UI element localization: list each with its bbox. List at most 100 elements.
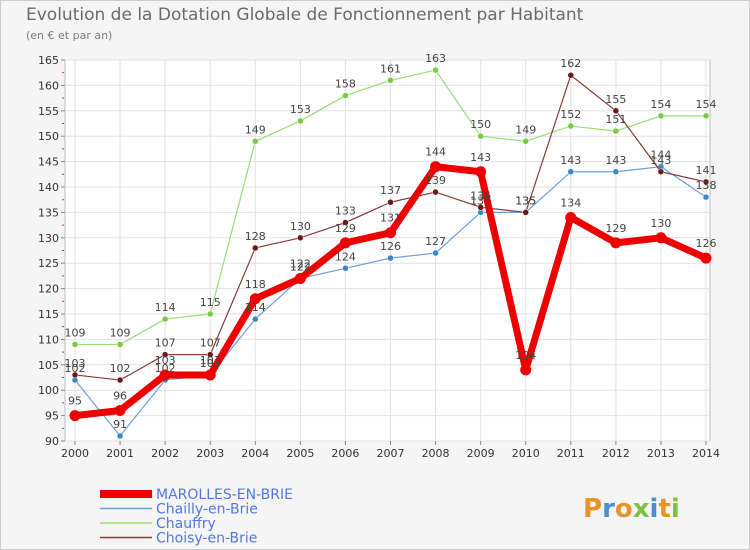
data-label-choisy-en-brie: 133 [335,205,356,218]
data-label-chauffry: 153 [290,103,311,116]
logo-letter: t [658,494,670,524]
data-label-chailly-en-brie: 143 [560,154,581,167]
data-point-chauffry [297,117,304,125]
y-tick-label: 145 [38,156,59,169]
data-point-choisy-en-brie [522,209,529,216]
data-label-marolles-en-brie: 134 [560,196,581,209]
data-point-marolles-en-brie [114,405,126,417]
data-point-marolles-en-brie [339,237,351,249]
data-label-chailly-en-brie: 135 [470,194,491,207]
data-label-chailly-en-brie: 114 [245,301,266,314]
y-axis-ticks: 90 95 100 105 110 115 120 125 130 135 140 145 150 155… [38,54,65,448]
data-point-chailly-en-brie [567,168,575,176]
data-point-chauffry [206,310,214,318]
data-label-marolles-en-brie: 143 [470,151,491,164]
y-tick-label: 130 [38,232,59,245]
data-label-chauffry: 151 [605,113,626,126]
x-tick-label: 2013 [647,447,675,460]
data-point-chauffry [387,77,394,84]
data-label-choisy-en-brie: 143 [650,154,671,167]
data-point-choisy-en-brie [71,371,79,379]
data-point-chauffry [477,132,484,140]
data-point-choisy-en-brie [116,376,124,384]
data-point-choisy-en-brie [297,234,304,242]
data-point-marolles-en-brie [565,211,577,223]
data-label-chauffry: 163 [425,52,446,65]
chart-title: Evolution de la Dotation Globale de Fonc… [26,5,584,25]
data-point-marolles-en-brie [520,364,532,376]
x-tick-label: 2008 [422,447,450,460]
data-point-chauffry [702,112,710,120]
legend-label-marolles-en-brie: MAROLLES-EN-BRIE [156,487,293,503]
x-tick-label: 2001 [106,447,134,460]
logo-letter: x [633,494,650,524]
y-tick-label: 125 [38,257,59,270]
data-label-chauffry: 114 [155,301,176,314]
y-tick-label: 135 [38,206,59,219]
data-point-chauffry [522,138,529,145]
y-tick-label: 160 [38,79,59,92]
data-point-choisy-en-brie [702,178,710,186]
data-point-choisy-en-brie [342,219,349,226]
y-tick-label: 105 [38,359,59,372]
data-point-chauffry [252,138,259,145]
y-tick-label: 165 [38,54,59,67]
data-point-chauffry [71,341,79,348]
data-label-marolles-en-brie: 144 [425,146,446,159]
data-label-choisy-en-brie: 107 [155,337,176,350]
data-point-marolles-en-brie [69,410,81,422]
data-point-choisy-en-brie [387,198,394,206]
data-label-marolles-en-brie: 103 [200,354,221,367]
data-point-marolles-en-brie [159,369,171,381]
data-point-marolles-en-brie [655,232,667,244]
legend-label-choisy-en-brie: Choisy-en-Brie [156,531,257,547]
data-label-chailly-en-brie: 91 [113,418,127,431]
x-tick-label: 2000 [61,447,89,460]
y-tick-label: 120 [38,283,59,296]
data-label-marolles-en-brie: 131 [380,212,401,225]
data-label-choisy-en-brie: 155 [605,93,626,106]
data-label-chailly-en-brie: 126 [380,240,401,253]
y-tick-label: 110 [38,333,59,346]
x-tick-label: 2002 [151,447,179,460]
y-tick-label: 150 [38,130,59,143]
data-label-chailly-en-brie: 124 [335,250,356,263]
logo-letter: i [650,494,659,524]
logo-letter: i [671,494,680,524]
data-label-chailly-en-brie: 143 [605,154,626,167]
logo-letter: P [583,494,602,524]
data-label-choisy-en-brie: 103 [65,357,86,370]
data-point-choisy-en-brie [612,107,620,115]
data-label-chailly-en-brie: 135 [515,194,536,207]
data-point-chauffry [342,92,349,99]
y-tick-label: 155 [38,105,59,118]
data-point-choisy-en-brie [657,168,665,176]
data-point-chauffry [612,127,620,135]
data-label-chauffry: 152 [560,108,581,121]
x-tick-label: 2005 [286,447,314,460]
data-point-choisy-en-brie [161,351,169,358]
y-tick-label: 90 [45,435,59,448]
data-point-marolles-en-brie [249,293,261,305]
data-point-chailly-en-brie [252,315,259,323]
data-point-choisy-en-brie [206,351,214,358]
data-label-chailly-en-brie: 122 [290,260,311,273]
data-label-chauffry: 158 [335,78,356,91]
logo-text: Proxiti [583,494,680,524]
x-tick-label: 2014 [692,447,720,460]
data-point-marolles-en-brie [430,161,442,173]
y-tick-label: 100 [38,384,59,397]
data-label-chauffry: 154 [696,98,717,111]
data-point-marolles-en-brie [475,166,487,178]
logo-letter: r [602,494,615,524]
data-label-choisy-en-brie: 137 [380,184,401,197]
series-group [69,66,712,440]
data-label-choisy-en-brie: 130 [290,220,311,233]
data-label-chauffry: 149 [245,123,266,136]
data-label-chailly-en-brie: 102 [65,362,86,375]
data-label-choisy-en-brie: 136 [470,189,491,202]
chart-subtitle: (en € et par an) [26,29,112,42]
data-label-chauffry: 154 [650,98,671,111]
